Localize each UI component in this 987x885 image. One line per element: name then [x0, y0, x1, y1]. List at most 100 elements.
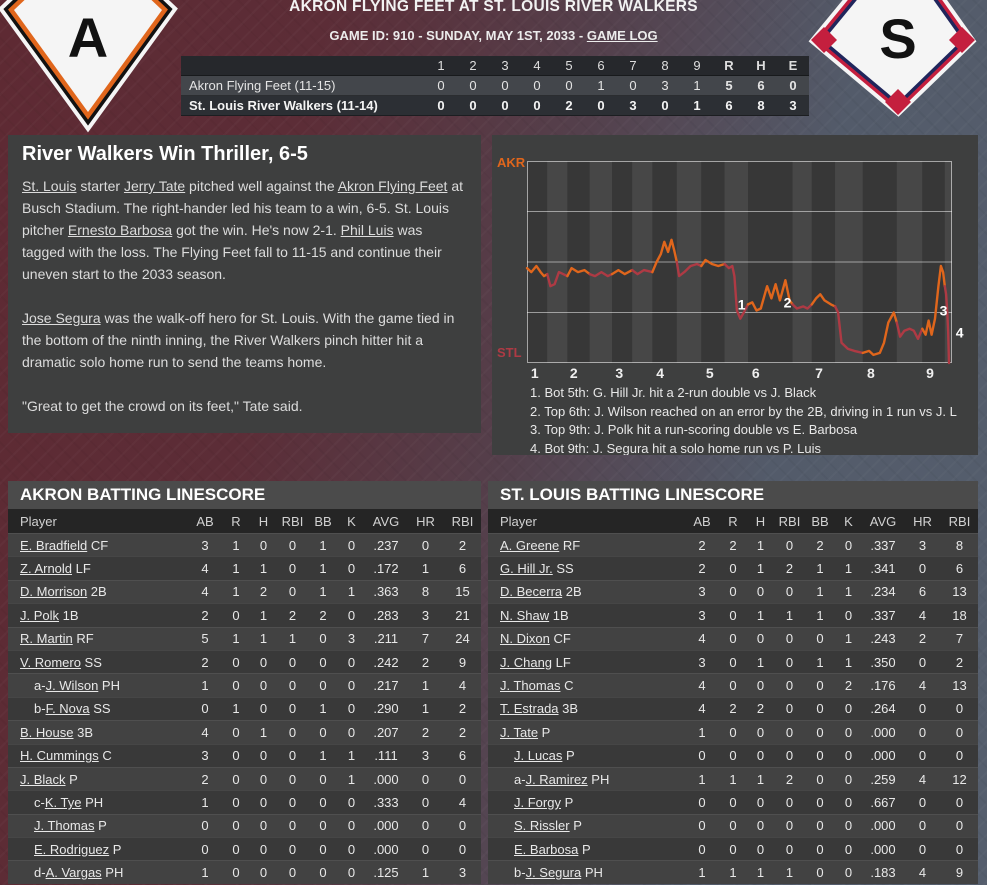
linescore-inning-runs: 3	[629, 98, 637, 113]
stat-cell: 0	[347, 607, 356, 623]
player-link[interactable]: D. Morrison	[20, 584, 88, 600]
article-player-link[interactable]: Ernesto Barbosa	[67, 222, 173, 238]
linescore-row: Akron Flying Feet (11-15) 0 0 0 0 0 1 0 3 1 5 6 0	[181, 76, 809, 96]
stat-cell: 0	[259, 537, 268, 553]
player-link[interactable]: E. Rodriguez	[34, 841, 110, 857]
player-link[interactable]: J. Segura	[525, 865, 582, 881]
player-cell: b-F. Nova SS	[8, 701, 188, 716]
batting-table-row: D. Becerra 2B 3 0 0 0 1 1 .234 6 13	[488, 579, 978, 604]
game-info: GAME ID: 910 - SUNDAY, MAY 1ST, 2033 - G…	[0, 28, 987, 43]
batting-table-row: a-J. Ramirez PH 1 1 1 2 0 0.259 4 12	[488, 766, 978, 791]
article-player-link[interactable]: Jose Segura	[22, 310, 101, 326]
player-link[interactable]: F. Nova	[45, 701, 90, 717]
away-logo-letter: A	[68, 6, 108, 69]
win-probability-line-segment	[723, 262, 750, 320]
stat-cell: 0	[955, 748, 964, 764]
article-player-link[interactable]: Akron Flying Feet	[337, 178, 448, 194]
stat-cell: 1	[288, 631, 297, 647]
player-link[interactable]: G. Hill Jr.	[500, 561, 553, 577]
player-link[interactable]: J. Forgy	[514, 794, 561, 810]
stat-cell: 0	[288, 584, 297, 600]
player-link[interactable]: J. Chang	[500, 654, 553, 670]
stat-cell: 1	[347, 584, 356, 600]
linescore-total: 6	[757, 78, 765, 93]
player-link[interactable]: T. Estrada	[500, 701, 559, 717]
linescore-inning-runs: 1	[597, 78, 605, 93]
stat-cell: 1	[232, 631, 240, 647]
stat-cell: 9	[458, 654, 467, 670]
player-link[interactable]: J. Thomas	[34, 818, 95, 834]
player-link[interactable]: H. Cummings	[20, 748, 99, 764]
player-link[interactable]: J. Polk	[20, 607, 60, 623]
player-cell: H. Cummings C	[8, 748, 188, 763]
stat-cell: 0	[729, 584, 737, 600]
chart-y-label-akr: AKR	[497, 155, 526, 170]
linescore-team-name[interactable]: St. Louis River Walkers (11-14)	[189, 98, 378, 113]
player-cell: N. Shaw 1B	[488, 608, 685, 623]
stat-cell: 1	[698, 724, 706, 740]
stat-cell: 2	[955, 654, 964, 670]
stat-cell: 0	[347, 654, 356, 670]
linescore-total: 5	[725, 78, 733, 93]
article-player-link[interactable]: St. Louis	[22, 178, 77, 194]
linescore-team-name[interactable]: Akron Flying Feet (11-15)	[189, 78, 336, 93]
player-link[interactable]: N. Shaw	[500, 607, 550, 623]
stat-cell: 0	[259, 654, 268, 670]
stat-cell: 1	[421, 865, 430, 881]
player-link[interactable]: S. Rissler	[514, 818, 570, 834]
stat-cell: 0	[232, 865, 240, 881]
batting-column-header: AVG	[372, 513, 400, 529]
player-link[interactable]: J. Lucas	[514, 748, 563, 764]
player-link[interactable]: R. Martin	[20, 631, 73, 647]
player-position: P	[569, 818, 582, 834]
article-player-link[interactable]: Jerry Tate	[123, 178, 186, 194]
batting-table-row: T. Estrada 3B 4 2 2 0 0 0 .264 0 0	[488, 696, 978, 721]
player-position: C	[560, 678, 574, 694]
stat-cell: 0	[729, 607, 737, 623]
player-position: SS	[80, 654, 102, 670]
chart-inning-label: 9	[926, 365, 934, 381]
player-link[interactable]: N. Dixon	[500, 631, 550, 647]
stat-cell: .259	[870, 771, 896, 787]
stat-cell: 8	[421, 584, 430, 600]
player-link[interactable]: K. Tye	[44, 794, 82, 810]
stat-cell: 1	[259, 724, 268, 740]
article-player-link[interactable]: Phil Luis	[340, 222, 394, 238]
player-cell: E. Barbosa P	[488, 842, 685, 857]
batting-table-row: J. Thomas C 4 0 0 0 0 2 .176 4 13	[488, 673, 978, 697]
stat-cell: 0	[844, 771, 853, 787]
batting-table-row: c-K. Tye PH 1 0 0 0 0 0 .333 0 4	[8, 790, 481, 814]
away-team-logo[interactable]: A	[0, 0, 178, 140]
player-link[interactable]: Z. Arnold	[20, 561, 73, 577]
player-link[interactable]: J. Thomas	[500, 678, 561, 694]
stat-cell: 1	[844, 631, 853, 647]
player-link[interactable]: J. Wilson	[45, 678, 99, 694]
batting-column-header: K	[844, 513, 853, 529]
stat-cell: 0	[785, 678, 794, 694]
player-link[interactable]: J. Black	[20, 771, 66, 787]
player-link[interactable]: E. Barbosa	[514, 841, 579, 857]
player-link[interactable]: E. Bradfield	[20, 537, 88, 553]
stat-cell: .183	[870, 865, 896, 881]
stat-cell: 1	[785, 865, 794, 881]
batting-column-header: K	[347, 513, 356, 529]
linescore-inning-runs: 3	[661, 78, 669, 93]
player-link[interactable]: B. House	[20, 724, 74, 740]
player-link[interactable]: A. Greene	[500, 537, 560, 553]
stat-cell: .000	[373, 771, 399, 787]
stat-cell: 1	[844, 561, 853, 577]
player-link[interactable]: J. Ramirez	[525, 771, 588, 787]
player-link[interactable]: J. Tate	[500, 724, 539, 740]
stat-cell: 0	[421, 841, 430, 857]
home-team-logo[interactable]: S	[808, 0, 982, 140]
pinch-prefix: b-	[34, 701, 46, 717]
player-link[interactable]: D. Becerra	[500, 584, 563, 600]
player-link[interactable]: V. Romero	[20, 654, 81, 670]
game-log-link[interactable]: GAME LOG	[586, 28, 658, 43]
stat-cell: 0	[458, 841, 467, 857]
stat-cell: 3	[698, 584, 706, 600]
pinch-prefix: c-	[34, 794, 45, 810]
linescore-inning-runs: 0	[437, 98, 445, 113]
player-link[interactable]: A. Vargas	[45, 865, 102, 881]
stat-cell: 4	[201, 724, 209, 740]
